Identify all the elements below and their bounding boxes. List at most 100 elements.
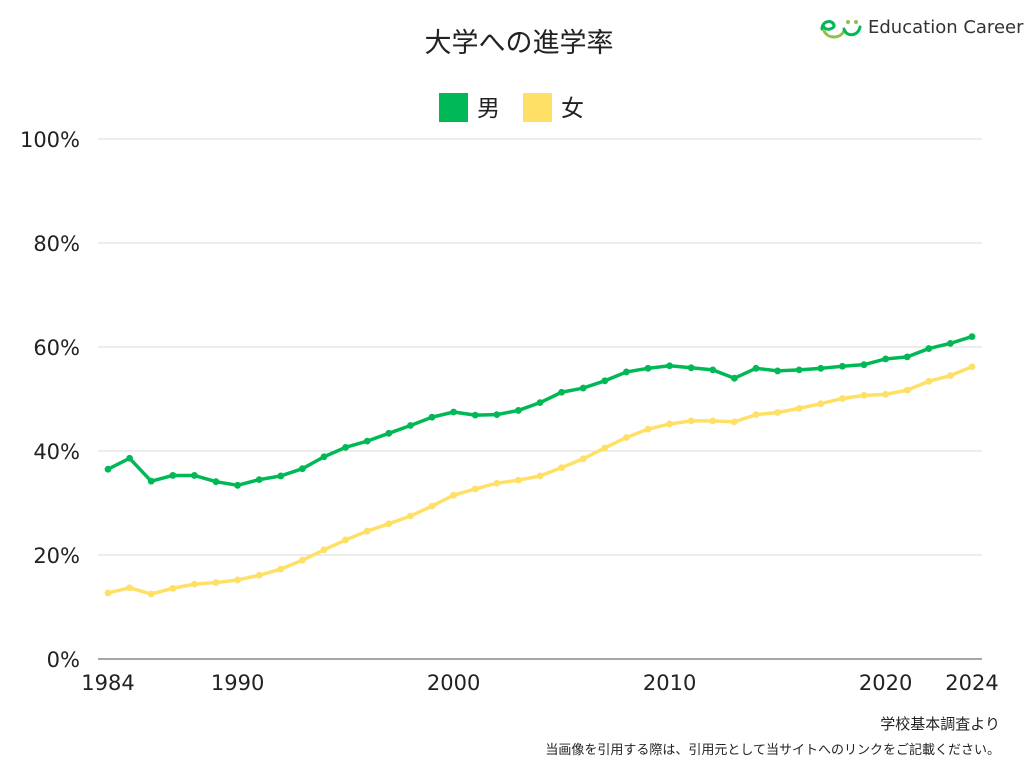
data-point [601,377,609,385]
data-point [666,362,673,370]
data-point [299,556,306,564]
data-point [471,485,479,493]
data-point [255,476,263,483]
data-point [860,361,868,369]
x-tick-label: 2010 [643,671,696,695]
data-point [903,353,911,361]
logo-text: Education Career [868,16,1024,38]
data-point [536,472,544,480]
data-point [191,472,198,479]
data-point [860,391,868,399]
data-point [104,465,112,473]
x-tick-label: 1990 [211,671,264,695]
y-tick-label: 80% [33,232,80,256]
data-point [104,589,112,597]
data-point [752,411,760,418]
data-point [687,417,695,425]
series-男 [104,333,976,489]
data-point [839,362,846,370]
x-tick-label: 2000 [427,671,480,695]
series-女 [104,363,976,598]
data-point [450,491,457,499]
x-tick-label: 2020 [859,671,912,695]
data-point [623,434,630,441]
data-point [255,571,263,579]
data-point [147,590,155,598]
y-tick-label: 60% [33,336,80,360]
y-axis-tick-labels: 0% 20% 40% 60% 80% 100% [20,128,80,672]
data-point [579,455,587,463]
data-point [925,377,933,385]
data-point [709,417,717,425]
data-point [385,520,393,528]
data-point [731,374,738,382]
data-point [234,481,242,489]
data-point [342,536,349,544]
data-point [817,364,825,372]
data-point [212,579,220,586]
data-point [234,576,242,584]
data-point [299,465,306,473]
data-point [731,418,738,426]
x-tick-label: 2024 [945,671,998,695]
data-point [968,363,976,371]
data-point [363,437,371,445]
data-point [903,386,911,394]
data-point [536,399,544,407]
data-point [277,565,285,573]
brand-logo[interactable]: Education Career [818,10,1024,44]
data-point [126,454,133,462]
data-point [558,388,565,396]
data-point [795,404,803,412]
data-point [493,411,501,418]
x-axis-tick-labels: 1984 1990 2000 2010 2020 2024 [81,671,998,695]
gridlines [98,138,982,660]
y-tick-label: 20% [33,544,80,568]
data-point [515,476,522,484]
data-point [407,422,414,429]
data-point [709,366,717,374]
source-note: 学校基本調査より [880,715,1000,733]
data-point [644,425,652,433]
data-point [407,512,414,520]
data-point [342,443,349,451]
data-point [687,364,695,372]
data-point [947,339,954,347]
data-point [428,502,436,510]
data-point [191,580,198,588]
data-point [169,472,177,479]
citation-note: 当画像を引用する際は、引用元として当サイトへのリンクをご記載ください。 [545,743,1000,758]
data-point [385,429,393,437]
legend-label: 男 [477,96,500,122]
data-point [428,413,436,421]
data-point [817,400,825,408]
data-point [774,409,781,416]
data-point [666,420,673,428]
data-point [601,444,609,452]
data-point [471,411,479,419]
data-point [882,355,889,363]
data-point [450,408,457,416]
legend-swatch [523,93,552,122]
legend-swatch [439,93,468,122]
chart-title: 大学への進学率 [425,28,614,59]
data-point [126,584,133,592]
y-tick-label: 0% [47,648,80,672]
data-point [579,384,587,392]
data-point [320,546,328,554]
data-point [212,478,220,486]
x-tick-label: 1984 [81,671,134,695]
data-point [558,464,565,472]
y-tick-label: 100% [20,128,80,152]
data-point [839,395,846,402]
data-point [515,407,522,414]
series-line [106,334,974,488]
data-point [363,527,371,535]
data-point [320,453,328,461]
data-point [795,366,803,374]
data-point [493,479,501,487]
data-point [623,368,630,376]
ec-logo-icon [820,20,862,39]
data-point [147,477,155,485]
